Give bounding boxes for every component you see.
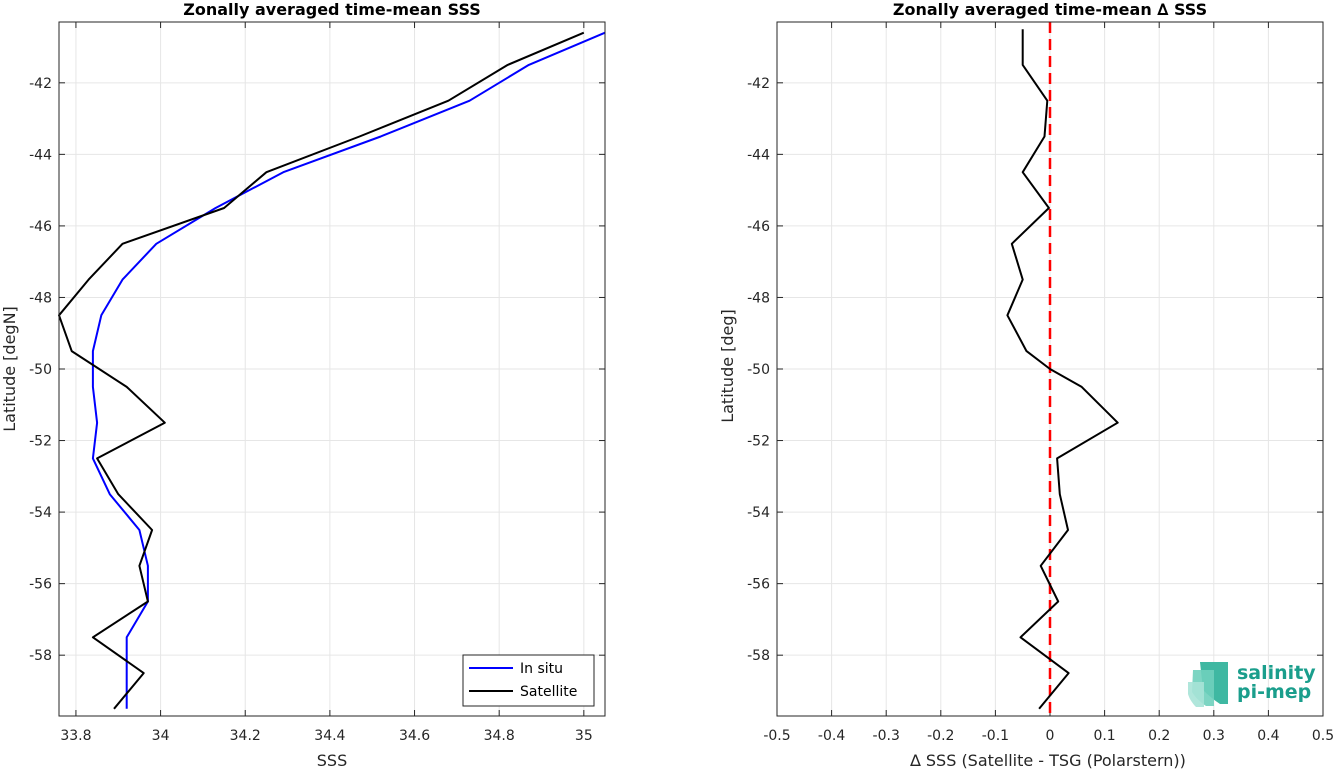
sss-line-satellite <box>58 31 585 710</box>
sss-y-tick-label: -44 <box>29 147 52 163</box>
logo-wave-icon <box>1188 662 1228 707</box>
delta-sss-x-tick-label: 0.1 <box>1093 728 1115 744</box>
sss-series <box>58 31 606 710</box>
sss-x-tick-label: 34.6 <box>399 728 430 744</box>
legend-box <box>462 654 595 707</box>
delta-sss-panel: -0.5 -0.4 -0.3 -0.2 -0.1 0 0.1 0.2 0.3 0.4 0.5 -58 -… <box>718 0 1334 769</box>
delta-sss-axes-box <box>776 21 1324 717</box>
delta-sss-y-tick-label: -54 <box>747 505 770 521</box>
sss-x-tick-label: 34.8 <box>484 728 515 744</box>
sss-line-in-situ <box>91 31 606 709</box>
sss-x-tick-label: 34 <box>152 728 170 744</box>
sss-legend: In situ Satellite <box>462 654 595 707</box>
logo-text-salinity: salinity <box>1237 662 1316 684</box>
delta-sss-x-tick-label: -0.2 <box>927 728 954 744</box>
sss-x-tick-label: 34.2 <box>230 728 261 744</box>
sss-axes-box <box>58 21 606 717</box>
sss-ticks: 33.8 34 34.2 34.4 34.6 34.8 35 -58 -56 -54 -52 -50 -… <box>29 22 605 744</box>
sss-x-tick-label: 34.4 <box>314 728 345 744</box>
delta-sss-y-tick-label: -58 <box>747 648 770 664</box>
sss-panel: 33.8 34 34.2 34.4 34.6 34.8 35 -58 -56 -54 -52 -50 -… <box>0 0 606 769</box>
sss-y-axis-label: Latitude [degN] <box>0 306 19 432</box>
sss-y-tick-label: -48 <box>29 290 52 306</box>
delta-sss-x-tick-label: -0.3 <box>873 728 900 744</box>
delta-sss-y-tick-label: -44 <box>747 147 770 163</box>
sss-y-tick-label: -50 <box>29 362 52 378</box>
delta-sss-line-series-0 <box>1006 29 1119 710</box>
delta-sss-x-tick-label: 0.5 <box>1312 728 1334 744</box>
delta-sss-ticks: -0.5 -0.4 -0.3 -0.2 -0.1 0 0.1 0.2 0.3 0.4 0.5 -58 -… <box>747 22 1334 744</box>
delta-sss-x-tick-label: 0.4 <box>1257 728 1279 744</box>
delta-sss-x-tick-label: -0.1 <box>982 728 1009 744</box>
delta-sss-x-tick-label: 0.2 <box>1148 728 1170 744</box>
sss-chart-title: Zonally averaged time-mean SSS <box>183 0 481 19</box>
delta-sss-y-tick-label: -56 <box>747 577 770 593</box>
delta-sss-y-tick-label: -42 <box>747 76 770 92</box>
salinity-pi-mep-logo: salinity pi-mep <box>1188 662 1316 707</box>
delta-sss-series <box>1006 29 1119 710</box>
delta-sss-y-tick-label: -46 <box>747 219 770 235</box>
delta-sss-x-tick-label: -0.4 <box>818 728 845 744</box>
delta-sss-chart-title: Zonally averaged time-mean ∆ SSS <box>893 0 1207 19</box>
sss-x-tick-label: 35 <box>575 728 593 744</box>
delta-sss-y-tick-label: -50 <box>747 362 770 378</box>
delta-sss-x-tick-label: -0.5 <box>763 728 790 744</box>
delta-sss-y-tick-label: -52 <box>747 434 770 450</box>
sss-y-tick-label: -46 <box>29 219 52 235</box>
legend-label-in-situ: In situ <box>520 661 563 677</box>
sss-y-tick-label: -52 <box>29 434 52 450</box>
delta-sss-y-tick-label: -48 <box>747 290 770 306</box>
sss-y-tick-label: -42 <box>29 76 52 92</box>
delta-sss-y-axis-label: Latitude [deg] <box>718 309 737 423</box>
logo-text-pi-mep: pi-mep <box>1237 681 1311 703</box>
sss-y-tick-label: -54 <box>29 505 52 521</box>
sss-x-tick-label: 33.8 <box>60 728 91 744</box>
delta-sss-x-tick-label: 0 <box>1046 728 1055 744</box>
legend-label-satellite: Satellite <box>520 684 577 700</box>
sss-y-tick-label: -56 <box>29 577 52 593</box>
sss-y-tick-label: -58 <box>29 648 52 664</box>
sss-x-axis-label: SSS <box>317 751 347 769</box>
delta-sss-x-tick-label: 0.3 <box>1203 728 1225 744</box>
delta-sss-x-axis-label: ∆ SSS (Satellite - TSG (Polarstern)) <box>909 751 1186 769</box>
